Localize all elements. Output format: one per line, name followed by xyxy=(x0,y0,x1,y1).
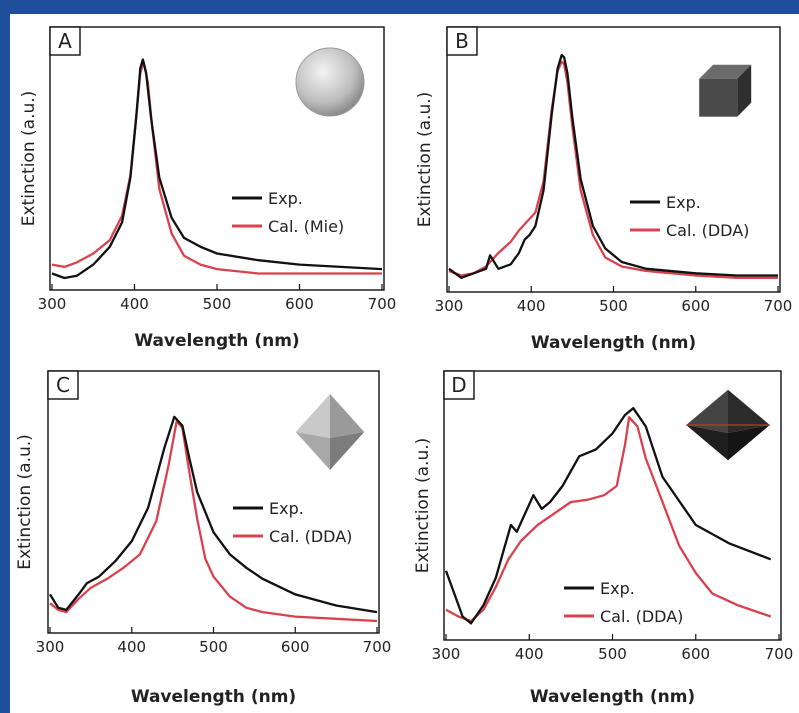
panel-label: A xyxy=(49,26,81,56)
panel-label-text: B xyxy=(455,29,469,53)
legend-label: Exp. xyxy=(600,579,635,598)
panel-c: C 300 400 500 600 700 Wavelength (nm) Extinctio… xyxy=(15,370,392,707)
legend-label: Exp. xyxy=(666,193,701,212)
x-tick-label: 600 xyxy=(681,645,710,663)
x-tick-label: 500 xyxy=(203,295,232,313)
legend-label: Cal. (Mie) xyxy=(268,217,344,236)
x-axis-label: Wavelength (nm) xyxy=(134,331,299,351)
series-line-cal xyxy=(49,420,378,623)
x-tick-label: 600 xyxy=(681,297,710,315)
panel-label: D xyxy=(443,370,475,400)
x-axis-label: Wavelength (nm) xyxy=(530,687,695,707)
x-tick-label: 600 xyxy=(281,638,310,656)
series-line-exp xyxy=(51,58,383,280)
y-axis-label: Extinction (a.u.) xyxy=(15,434,35,570)
panel-label-text: A xyxy=(58,29,72,53)
x-tick-label: 300 xyxy=(38,295,67,313)
panel-b: B 300 400 500 600 700 Wavelength (nm) Extinctio… xyxy=(415,26,793,353)
panel-label: B xyxy=(446,26,478,56)
x-tick-label: 400 xyxy=(515,645,544,663)
legend-label: Exp. xyxy=(268,189,303,208)
x-tick-label: 700 xyxy=(765,645,794,663)
legend-label: Cal. (DDA) xyxy=(666,221,749,240)
legend-label: Cal. (DDA) xyxy=(269,527,352,546)
x-tick-label: 300 xyxy=(36,638,65,656)
x-tick-label: 400 xyxy=(120,295,149,313)
x-tick-label: 500 xyxy=(599,297,628,315)
top-border xyxy=(0,0,799,14)
y-axis-label: Extinction (a.u.) xyxy=(19,91,39,227)
y-axis-label: Extinction (a.u.) xyxy=(415,92,435,228)
left-border xyxy=(0,0,10,713)
panel-a: A 300 400 500 600 700 Wavelength (nm) Extinctio… xyxy=(19,26,397,351)
legend-label: Cal. (DDA) xyxy=(600,607,683,626)
panel-label-text: C xyxy=(56,373,70,397)
octahedron-icon xyxy=(295,394,365,470)
legend: Exp. Cal. (DDA) xyxy=(564,579,683,626)
x-axis-label: Wavelength (nm) xyxy=(131,687,296,707)
x-tick-label: 700 xyxy=(764,297,793,315)
legend: Exp. Cal. (DDA) xyxy=(233,499,352,546)
panel-label: C xyxy=(47,370,79,400)
series-line-exp xyxy=(49,415,378,614)
x-tick-label: 500 xyxy=(598,645,627,663)
panel-d: D 300 400 500 600 700 Wavelength (nm) Extinctio… xyxy=(413,370,794,707)
x-tick-label: 400 xyxy=(117,638,146,656)
series-line-cal xyxy=(448,60,778,279)
cube-icon xyxy=(699,64,752,117)
x-tick-label: 600 xyxy=(285,295,314,313)
x-tick-label: 700 xyxy=(363,638,392,656)
x-axis-label: Wavelength (nm) xyxy=(531,333,696,353)
x-tick-label: 300 xyxy=(432,645,461,663)
x-tick-label: 500 xyxy=(199,638,228,656)
series-line-exp xyxy=(448,53,778,279)
x-tick-label: 300 xyxy=(435,297,464,315)
y-axis-label: Extinction (a.u.) xyxy=(413,438,433,574)
legend: Exp. Cal. (DDA) xyxy=(630,193,749,240)
sphere-icon xyxy=(295,47,365,117)
series-line-cal xyxy=(445,416,772,623)
x-tick-label: 400 xyxy=(517,297,546,315)
legend-label: Exp. xyxy=(269,499,304,518)
x-tick-label: 700 xyxy=(368,295,397,313)
panel-label-text: D xyxy=(451,373,466,397)
series-line-exp xyxy=(444,407,772,625)
octahedron-dark-icon xyxy=(686,389,770,461)
legend: Exp. Cal. (Mie) xyxy=(232,189,344,236)
